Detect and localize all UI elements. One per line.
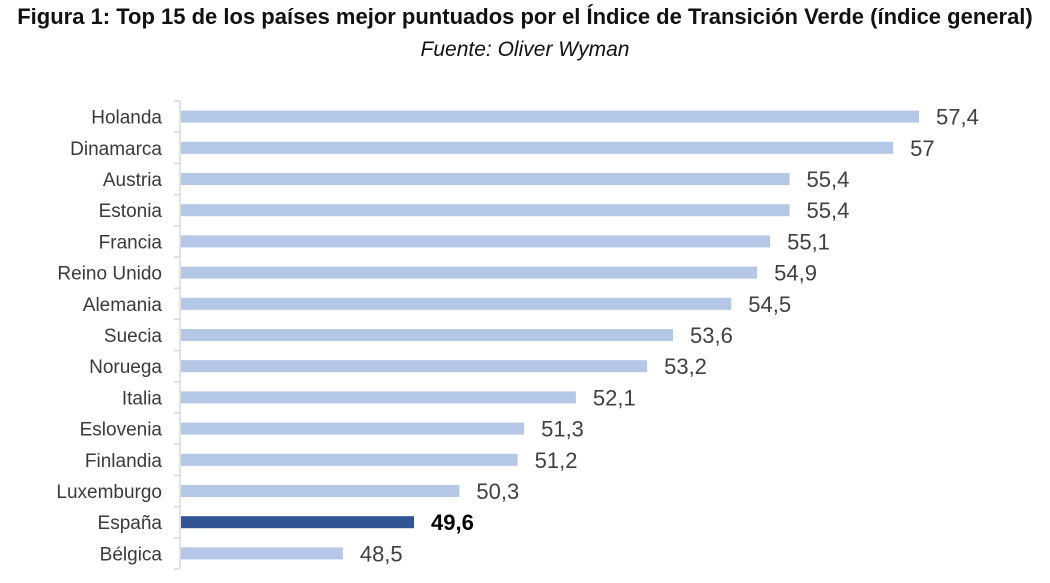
category-label: Noruega <box>89 357 162 378</box>
bar <box>181 391 576 404</box>
value-label: 48,5 <box>360 541 403 566</box>
category-label: Suecia <box>104 326 163 347</box>
bars-group <box>181 110 919 560</box>
bar <box>181 547 343 560</box>
bar <box>181 266 758 279</box>
value-label: 54,9 <box>774 261 817 286</box>
category-label: Italia <box>122 388 163 409</box>
category-label: Dinamarca <box>70 139 162 160</box>
category-label: Holanda <box>91 108 162 129</box>
value-label: 54,5 <box>748 292 791 317</box>
category-label: Francia <box>99 232 163 253</box>
value-label: 57,4 <box>936 105 979 130</box>
value-label: 51,2 <box>535 448 578 473</box>
category-axis-ticks <box>174 100 180 570</box>
value-label: 51,3 <box>541 417 584 442</box>
value-label: 55,1 <box>787 229 830 254</box>
bar <box>181 110 919 123</box>
category-label: Austria <box>103 170 163 191</box>
value-label: 53,2 <box>664 354 707 379</box>
value-labels: 57,457 55,4 55,4 55,1 54,9 54,5 53,6 53,2 52,1 51… <box>360 105 979 567</box>
chart-title: Figura 1: Top 15 de los países mejor pun… <box>17 4 1033 29</box>
value-label: 53,6 <box>690 323 733 348</box>
value-label: 52,1 <box>593 385 636 410</box>
value-label: 55,4 <box>807 167 850 192</box>
category-label: Reino Unido <box>57 264 162 285</box>
bar <box>181 360 648 373</box>
category-label: Alemania <box>83 295 163 316</box>
category-labels: Holanda Dinamarca Austria Estonia Francia Rei… <box>56 108 162 566</box>
bar <box>181 173 790 185</box>
category-label: Bélgica <box>100 544 163 565</box>
value-label: 55,4 <box>807 198 850 223</box>
category-label: Finlandia <box>85 451 163 472</box>
bar <box>181 453 518 466</box>
bar <box>181 204 790 217</box>
category-label: Eslovenia <box>80 420 163 441</box>
bar <box>181 141 894 154</box>
chart-subtitle: Fuente: Oliver Wyman <box>420 38 630 61</box>
value-label: 50,3 <box>476 479 519 504</box>
category-label: España <box>98 513 163 534</box>
category-label: Estonia <box>99 201 163 222</box>
bar <box>181 297 732 310</box>
value-label: 57 <box>910 136 934 161</box>
bar <box>181 422 525 435</box>
bar <box>181 329 673 341</box>
category-label: Luxemburgo <box>56 482 162 503</box>
bar <box>181 485 460 497</box>
bar <box>181 235 771 248</box>
bar <box>181 516 415 529</box>
value-label: 49,6 <box>431 510 474 535</box>
